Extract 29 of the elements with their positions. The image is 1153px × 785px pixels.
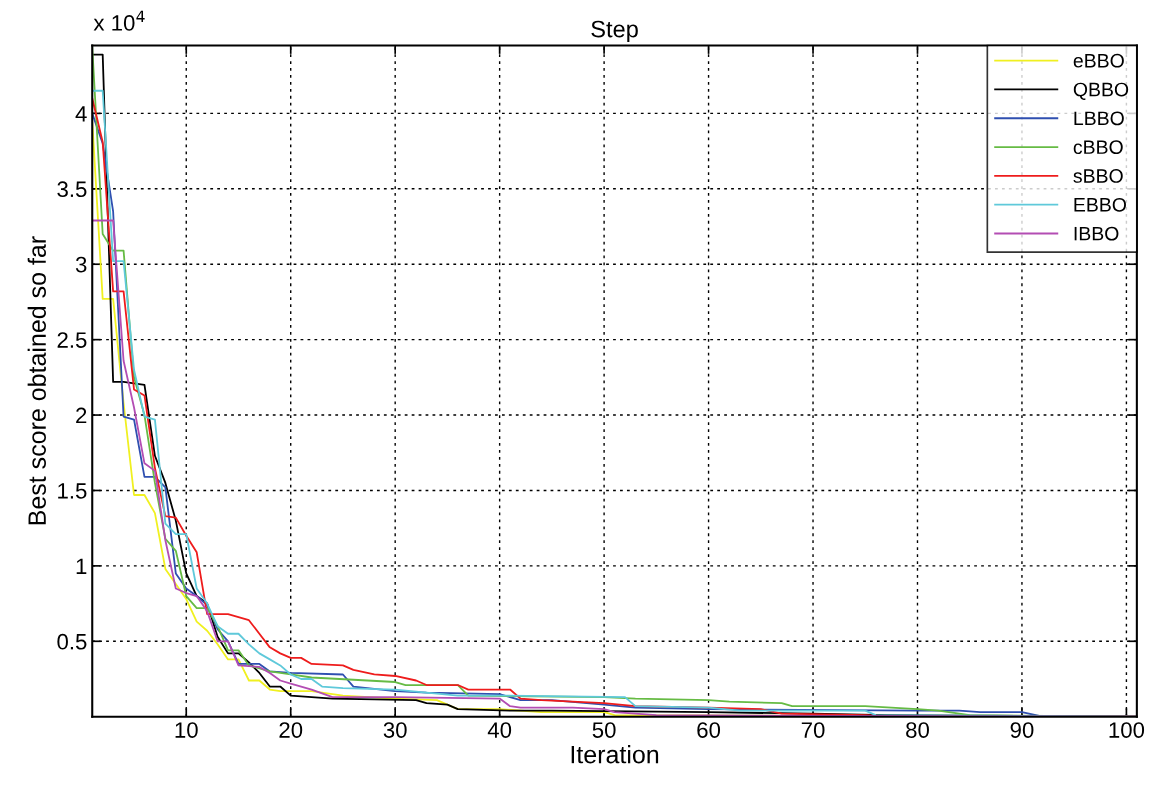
legend-label: eBBO [1073, 53, 1124, 68]
y-tick-label: 1.5 [58, 483, 87, 499]
y-tick-label: 4 [75, 106, 87, 122]
y-tick-label: 0.5 [57, 633, 87, 650]
x-tick-label: 10 [175, 722, 198, 738]
y-tick-label: 2 [76, 407, 87, 424]
x-tick-label: 70 [801, 722, 825, 738]
x-tick-label: 90 [1010, 722, 1034, 738]
y-tick-label: 2.5 [57, 332, 87, 348]
legend-label: LBBO [1074, 111, 1124, 126]
legend-label: IBBO [1074, 226, 1119, 241]
x-tick-label: 80 [906, 722, 929, 738]
x-tick-label: 30 [383, 722, 407, 738]
y-tick-label: 3.5 [57, 181, 87, 198]
x-tick-label: 50 [592, 722, 616, 738]
text: x 10$^{4}$ [93, 10, 145, 31]
x-tick-label: 20 [279, 722, 303, 738]
legend-label: QBBO [1073, 82, 1129, 100]
y-axis-title: Best score obtained so far [27, 236, 46, 525]
x-tick-label: 60 [697, 722, 721, 738]
legend-label: EBBO [1074, 197, 1126, 212]
x-axis-title: Iteration [571, 745, 659, 764]
x-tick-label: 40 [487, 722, 512, 738]
chart-title: Step [591, 20, 638, 43]
y-tick-label: 1 [76, 558, 87, 574]
x-tick-label: 100 [1109, 722, 1145, 738]
y-tick-label: 3 [75, 256, 87, 273]
legend-label: sBBO [1073, 169, 1123, 183]
legend-label: cBBO [1073, 140, 1123, 155]
